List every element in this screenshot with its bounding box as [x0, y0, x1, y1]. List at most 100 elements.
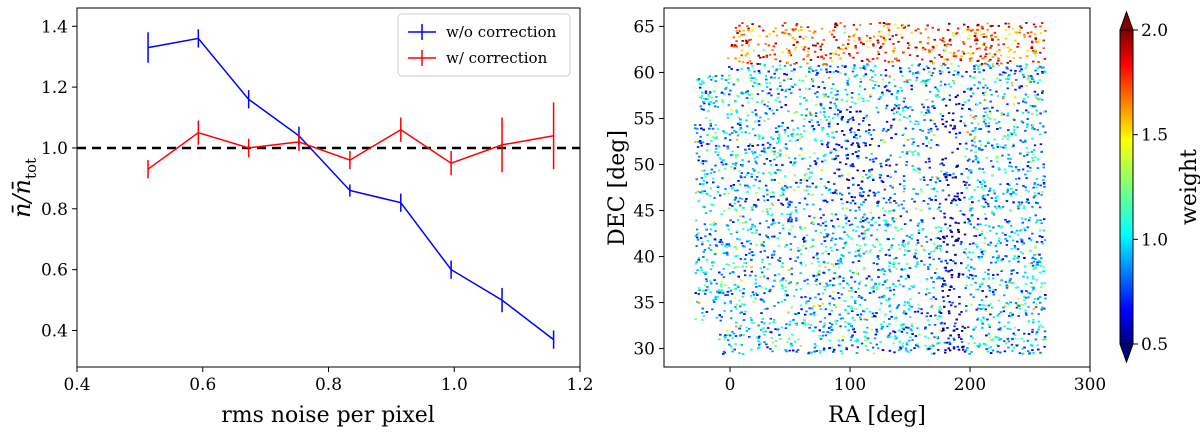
- sky-point: [833, 226, 836, 229]
- sky-point: [806, 189, 809, 192]
- sky-point: [801, 79, 805, 82]
- sky-point: [1025, 290, 1028, 292]
- sky-point: [698, 287, 701, 289]
- sky-point: [793, 63, 796, 65]
- sky-point: [857, 155, 860, 158]
- sky-point: [884, 74, 888, 77]
- sky-point: [1033, 105, 1037, 108]
- sky-point: [744, 54, 747, 57]
- sky-point: [925, 99, 928, 101]
- sky-point: [821, 127, 824, 129]
- sky-point: [828, 31, 832, 33]
- sky-point: [996, 109, 999, 112]
- sky-point: [720, 91, 724, 94]
- sky-point: [699, 142, 702, 144]
- sky-point: [715, 282, 718, 285]
- sky-point: [944, 83, 947, 86]
- sky-point: [726, 290, 730, 293]
- sky-point: [763, 199, 766, 202]
- sky-point: [740, 176, 743, 179]
- sky-point: [815, 69, 818, 72]
- sky-point: [795, 24, 798, 27]
- sky-point: [821, 222, 825, 225]
- sky-point: [948, 94, 951, 97]
- sky-point: [980, 256, 983, 258]
- sky-point: [1044, 29, 1047, 32]
- sky-point: [719, 194, 722, 197]
- legend-label-with-correction: w/ correction: [446, 49, 548, 67]
- sky-point: [933, 187, 936, 190]
- sky-point: [885, 23, 888, 25]
- sky-point: [778, 232, 782, 234]
- sky-point: [868, 169, 871, 172]
- left-y-tick-label: 0.4: [41, 321, 68, 341]
- sky-point: [1000, 259, 1003, 262]
- sky-point: [761, 143, 765, 146]
- sky-point: [863, 331, 866, 333]
- sky-point: [1032, 52, 1035, 54]
- sky-point: [904, 105, 907, 108]
- sky-point: [942, 236, 945, 238]
- sky-point: [709, 101, 713, 103]
- sky-point: [1017, 169, 1020, 172]
- sky-point: [876, 201, 879, 204]
- sky-point: [712, 177, 715, 180]
- sky-point: [869, 224, 873, 227]
- sky-point: [899, 86, 902, 89]
- sky-point: [838, 175, 841, 178]
- sky-point: [955, 32, 958, 35]
- sky-point: [773, 250, 776, 253]
- sky-point: [764, 330, 767, 333]
- sky-point: [734, 335, 738, 337]
- sky-point: [995, 250, 998, 253]
- sky-point: [932, 250, 936, 253]
- sky-point: [1000, 62, 1003, 65]
- sky-point: [878, 22, 881, 24]
- sky-point: [835, 24, 839, 27]
- sky-point: [927, 128, 930, 131]
- sky-point: [1035, 40, 1038, 43]
- sky-point: [883, 219, 886, 222]
- sky-point: [741, 159, 744, 161]
- sky-point: [1026, 118, 1029, 120]
- sky-point: [918, 63, 921, 66]
- sky-point: [1025, 314, 1028, 316]
- sky-point: [942, 300, 946, 303]
- sky-point: [986, 194, 990, 196]
- sky-point: [870, 286, 873, 289]
- sky-point: [943, 237, 946, 240]
- sky-point: [839, 257, 842, 260]
- sky-point: [961, 325, 964, 328]
- sky-point: [971, 76, 974, 79]
- sky-point: [872, 262, 875, 265]
- sky-point: [983, 181, 986, 184]
- sky-point: [902, 51, 905, 54]
- sky-point: [784, 349, 787, 351]
- sky-point: [863, 229, 867, 232]
- sky-point: [828, 331, 832, 334]
- sky-point: [995, 207, 998, 210]
- sky-point: [995, 122, 998, 125]
- sky-point: [979, 248, 983, 251]
- sky-point: [969, 223, 972, 226]
- sky-point: [983, 304, 987, 307]
- sky-point: [809, 313, 813, 316]
- sky-point: [998, 313, 1001, 315]
- sky-point: [952, 346, 956, 348]
- sky-point: [781, 122, 784, 124]
- sky-point: [709, 228, 713, 231]
- sky-point: [1044, 297, 1047, 300]
- sky-point: [731, 293, 734, 295]
- sky-point: [705, 149, 709, 152]
- sky-point: [907, 44, 911, 47]
- sky-point: [916, 224, 920, 227]
- sky-point: [802, 178, 806, 180]
- sky-point: [999, 338, 1003, 340]
- sky-point: [1006, 327, 1010, 330]
- sky-point: [905, 151, 909, 153]
- sky-point: [760, 312, 763, 314]
- sky-point: [811, 80, 814, 83]
- sky-point: [1032, 153, 1035, 156]
- sky-point: [859, 280, 862, 283]
- sky-point: [794, 83, 797, 86]
